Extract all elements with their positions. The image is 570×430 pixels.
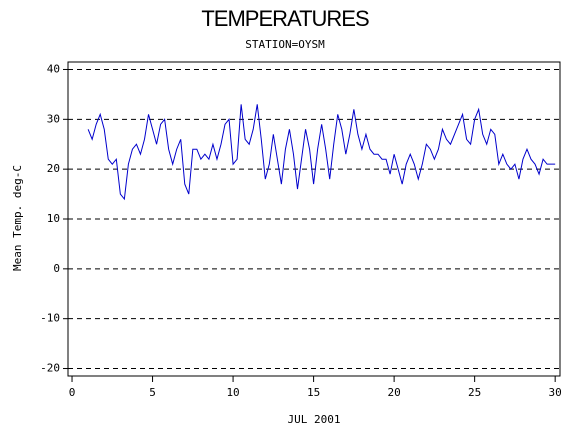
- y-tick-label: 20: [47, 162, 60, 175]
- y-tick-label: 10: [47, 212, 60, 225]
- y-tick-label: 40: [47, 62, 60, 75]
- y-tick-label: 0: [53, 262, 60, 275]
- y-tick-label: -20: [40, 362, 60, 375]
- x-tick-label: 5: [149, 386, 156, 399]
- y-tick-label: 30: [47, 112, 60, 125]
- x-tick-label: 30: [549, 386, 562, 399]
- x-tick-label: 15: [307, 386, 320, 399]
- x-tick-label: 10: [226, 386, 239, 399]
- x-tick-label: 20: [387, 386, 400, 399]
- y-tick-label: -10: [40, 312, 60, 325]
- x-tick-label: 0: [69, 386, 76, 399]
- x-tick-label: 25: [468, 386, 481, 399]
- chart-title: TEMPERATURES: [201, 6, 369, 31]
- x-axis-label: JUL 2001: [288, 413, 341, 426]
- y-axis-label: Mean Temp. deg-C: [11, 165, 24, 271]
- data-line: [87, 104, 556, 201]
- chart-subtitle: STATION=OYSM: [245, 38, 325, 51]
